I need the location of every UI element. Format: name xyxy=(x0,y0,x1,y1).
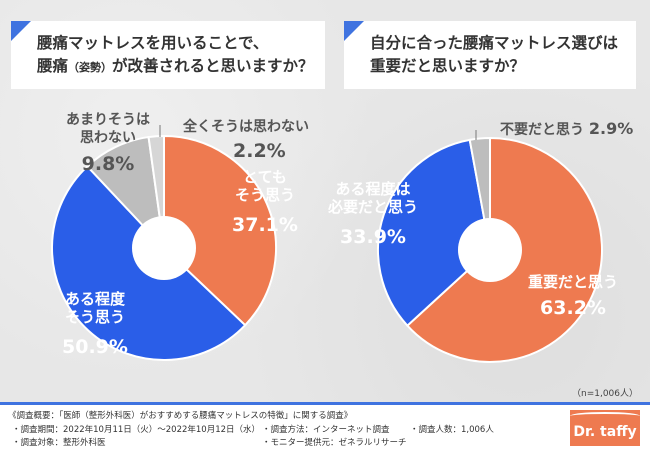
question-1-line1: 腰痛マットレスを用いることで、 xyxy=(37,34,269,52)
label-somewhat-agree: ある程度 そう思う 50.9% xyxy=(62,290,128,358)
question-1-line2: 腰痛（姿勢）が改善されると思いますか？ xyxy=(37,57,314,75)
corner-accent xyxy=(11,21,31,41)
label-not-at-all: 全くそうは思わない 2.2% xyxy=(183,119,309,162)
label-somewhat-needed: ある程度は 必要だと思う 33.9% xyxy=(328,180,419,248)
label-strongly-agree: とても そう思う 37.1% xyxy=(232,168,298,236)
donut-hole xyxy=(458,218,522,282)
survey-provider: ・モニター提供元：ゼネラルリサーチ xyxy=(262,438,407,448)
divider xyxy=(0,402,650,405)
survey-title: 《調査概要：「医師（整形外科医）がおすすめする腰痛マットレスの特徴」に関する調査… xyxy=(8,411,353,421)
label-important: 重要だと思う 63.2% xyxy=(528,273,619,319)
label-not-really: あまりそうは 思わない 9.8% xyxy=(66,112,150,175)
question-1: 腰痛マットレスを用いることで、 腰痛（姿勢）が改善されると思いますか？ xyxy=(11,21,325,89)
question-2: 自分に合った腰痛マットレス選びは 重要だと思いますか？ xyxy=(344,21,636,89)
survey-target: ・調査対象：整形外科医 xyxy=(12,438,106,448)
dr-taffy-logo: Dr. taffy xyxy=(570,410,640,446)
survey-count: ・調査人数：1,006人 xyxy=(410,425,494,435)
survey-footer: 《調査概要：「医師（整形外科医）がおすすめする腰痛マットレスの特徴」に関する調査… xyxy=(0,405,650,450)
survey-period: ・調査期間：2022年10月11日（火）～2022年10月12日（水） xyxy=(12,425,261,435)
corner-accent xyxy=(344,21,364,41)
question-2-line1: 自分に合った腰痛マットレス選びは xyxy=(370,34,619,52)
label-unnecessary: 不要だと思う 2.9% xyxy=(500,119,634,139)
question-2-line2: 重要だと思いますか？ xyxy=(370,57,526,75)
donut-hole xyxy=(132,216,196,280)
slice-2-2 xyxy=(377,138,492,328)
sample-size: （n=1,006人） xyxy=(571,389,638,399)
survey-method: ・調査方法：インターネット調査 xyxy=(262,425,390,435)
slice-1-1 xyxy=(163,134,277,327)
